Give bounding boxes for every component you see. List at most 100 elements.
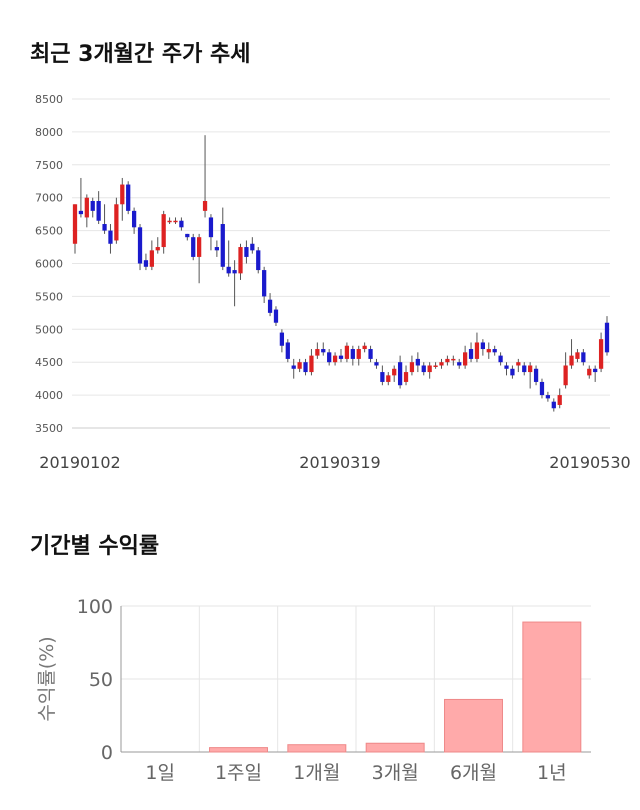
candle-down (480, 342, 485, 350)
candle-up (463, 352, 468, 366)
candle-down (208, 217, 214, 238)
candle-down (545, 395, 551, 399)
return-bar (209, 747, 268, 753)
candle-down (522, 365, 527, 373)
candle-down (285, 342, 290, 359)
candle-up (557, 395, 562, 405)
candle-up (386, 375, 391, 382)
candle-up (433, 365, 438, 367)
candle-down (415, 358, 420, 366)
candle-up (427, 365, 432, 373)
candle-down (468, 349, 474, 359)
y-tick-label: 100 (77, 596, 113, 618)
candle-down (214, 247, 219, 251)
candle-up (173, 220, 178, 223)
candle-down (220, 224, 225, 267)
candle-down (250, 243, 255, 251)
candle-down (126, 184, 131, 211)
candle-down (374, 362, 379, 366)
candle-down (533, 368, 539, 382)
candle-down (102, 224, 107, 231)
candle-down (279, 332, 285, 346)
x-tick-label: 20190530 (549, 453, 630, 472)
y-tick-label: 3500 (35, 422, 63, 435)
candle-up (409, 362, 415, 373)
candle-down (604, 322, 610, 353)
return-chart-title: 기간별 수익률 (30, 534, 160, 559)
candle-up (356, 349, 361, 359)
candle-up (309, 355, 314, 373)
return-bar (522, 621, 582, 753)
y-tick-label: 5500 (35, 290, 63, 303)
candle-down (380, 372, 385, 382)
candle-down (551, 401, 556, 409)
candle-down (593, 368, 598, 373)
y-tick-label: 6500 (35, 225, 63, 238)
candle-up (362, 345, 367, 350)
candle-down (262, 270, 267, 297)
candle-up (439, 362, 444, 366)
candle-down (244, 247, 249, 257)
candle-down (232, 270, 237, 274)
candle-up (84, 197, 89, 218)
candle-down (327, 352, 332, 363)
x-tick-label: 20190102 (39, 453, 120, 472)
candle-up (516, 362, 521, 366)
candle-down (457, 362, 462, 366)
candle-down (131, 210, 137, 228)
candle-up (197, 237, 202, 257)
candle-up (474, 342, 480, 359)
candle-down (581, 352, 586, 363)
candle-up (392, 368, 397, 376)
x-tick-label: 1일 (145, 762, 175, 784)
candle-down (78, 210, 84, 215)
y-tick-label: 0 (101, 742, 113, 764)
candle-up (563, 365, 568, 386)
x-tick-label: 3개월 (372, 762, 419, 784)
candle-down (321, 349, 326, 353)
candle-down (143, 260, 149, 267)
candle-down (504, 365, 509, 369)
candle-up (155, 247, 160, 251)
x-tick-label: 6개월 (450, 762, 497, 784)
candle-down (510, 368, 515, 376)
y-tick-label: 7000 (35, 192, 63, 205)
candle-up (114, 204, 119, 241)
candle-up (598, 339, 604, 369)
candle-down (350, 349, 355, 359)
candle-down (108, 230, 113, 244)
y-axis-label: 수익률(%) (36, 636, 58, 721)
price-chart-title: 최근 3개월간 주가 추세 (30, 42, 251, 67)
y-tick-label: 6000 (35, 258, 63, 271)
y-tick-label: 8500 (35, 93, 63, 106)
candle-up (486, 349, 491, 353)
candle-down (492, 349, 497, 353)
y-tick-label: 7500 (35, 159, 63, 172)
y-tick-label: 4500 (35, 356, 63, 369)
candle-up (315, 349, 320, 356)
candle-down (338, 355, 344, 359)
x-tick-label: 1주일 (215, 762, 262, 784)
candle-up (575, 352, 580, 359)
y-tick-label: 4000 (35, 389, 63, 402)
candle-up (202, 200, 208, 211)
return-bar (365, 742, 425, 753)
x-tick-label: 1개월 (293, 762, 340, 784)
candle-down (291, 365, 296, 369)
candle-down (397, 362, 403, 386)
candle-up (569, 355, 574, 366)
candle-up (72, 204, 78, 244)
x-tick-label: 20190319 (299, 453, 380, 472)
candle-up (445, 358, 450, 363)
y-tick-label: 50 (89, 669, 113, 691)
candle-up (120, 184, 125, 205)
return-bar (444, 698, 503, 753)
candle-up (344, 345, 350, 359)
candle-up (149, 250, 154, 267)
candle-up (528, 365, 533, 373)
candle-up (332, 355, 338, 363)
candle-up (297, 362, 302, 369)
candle-down (256, 250, 261, 271)
candle-down (191, 237, 196, 257)
candle-up (161, 214, 166, 248)
